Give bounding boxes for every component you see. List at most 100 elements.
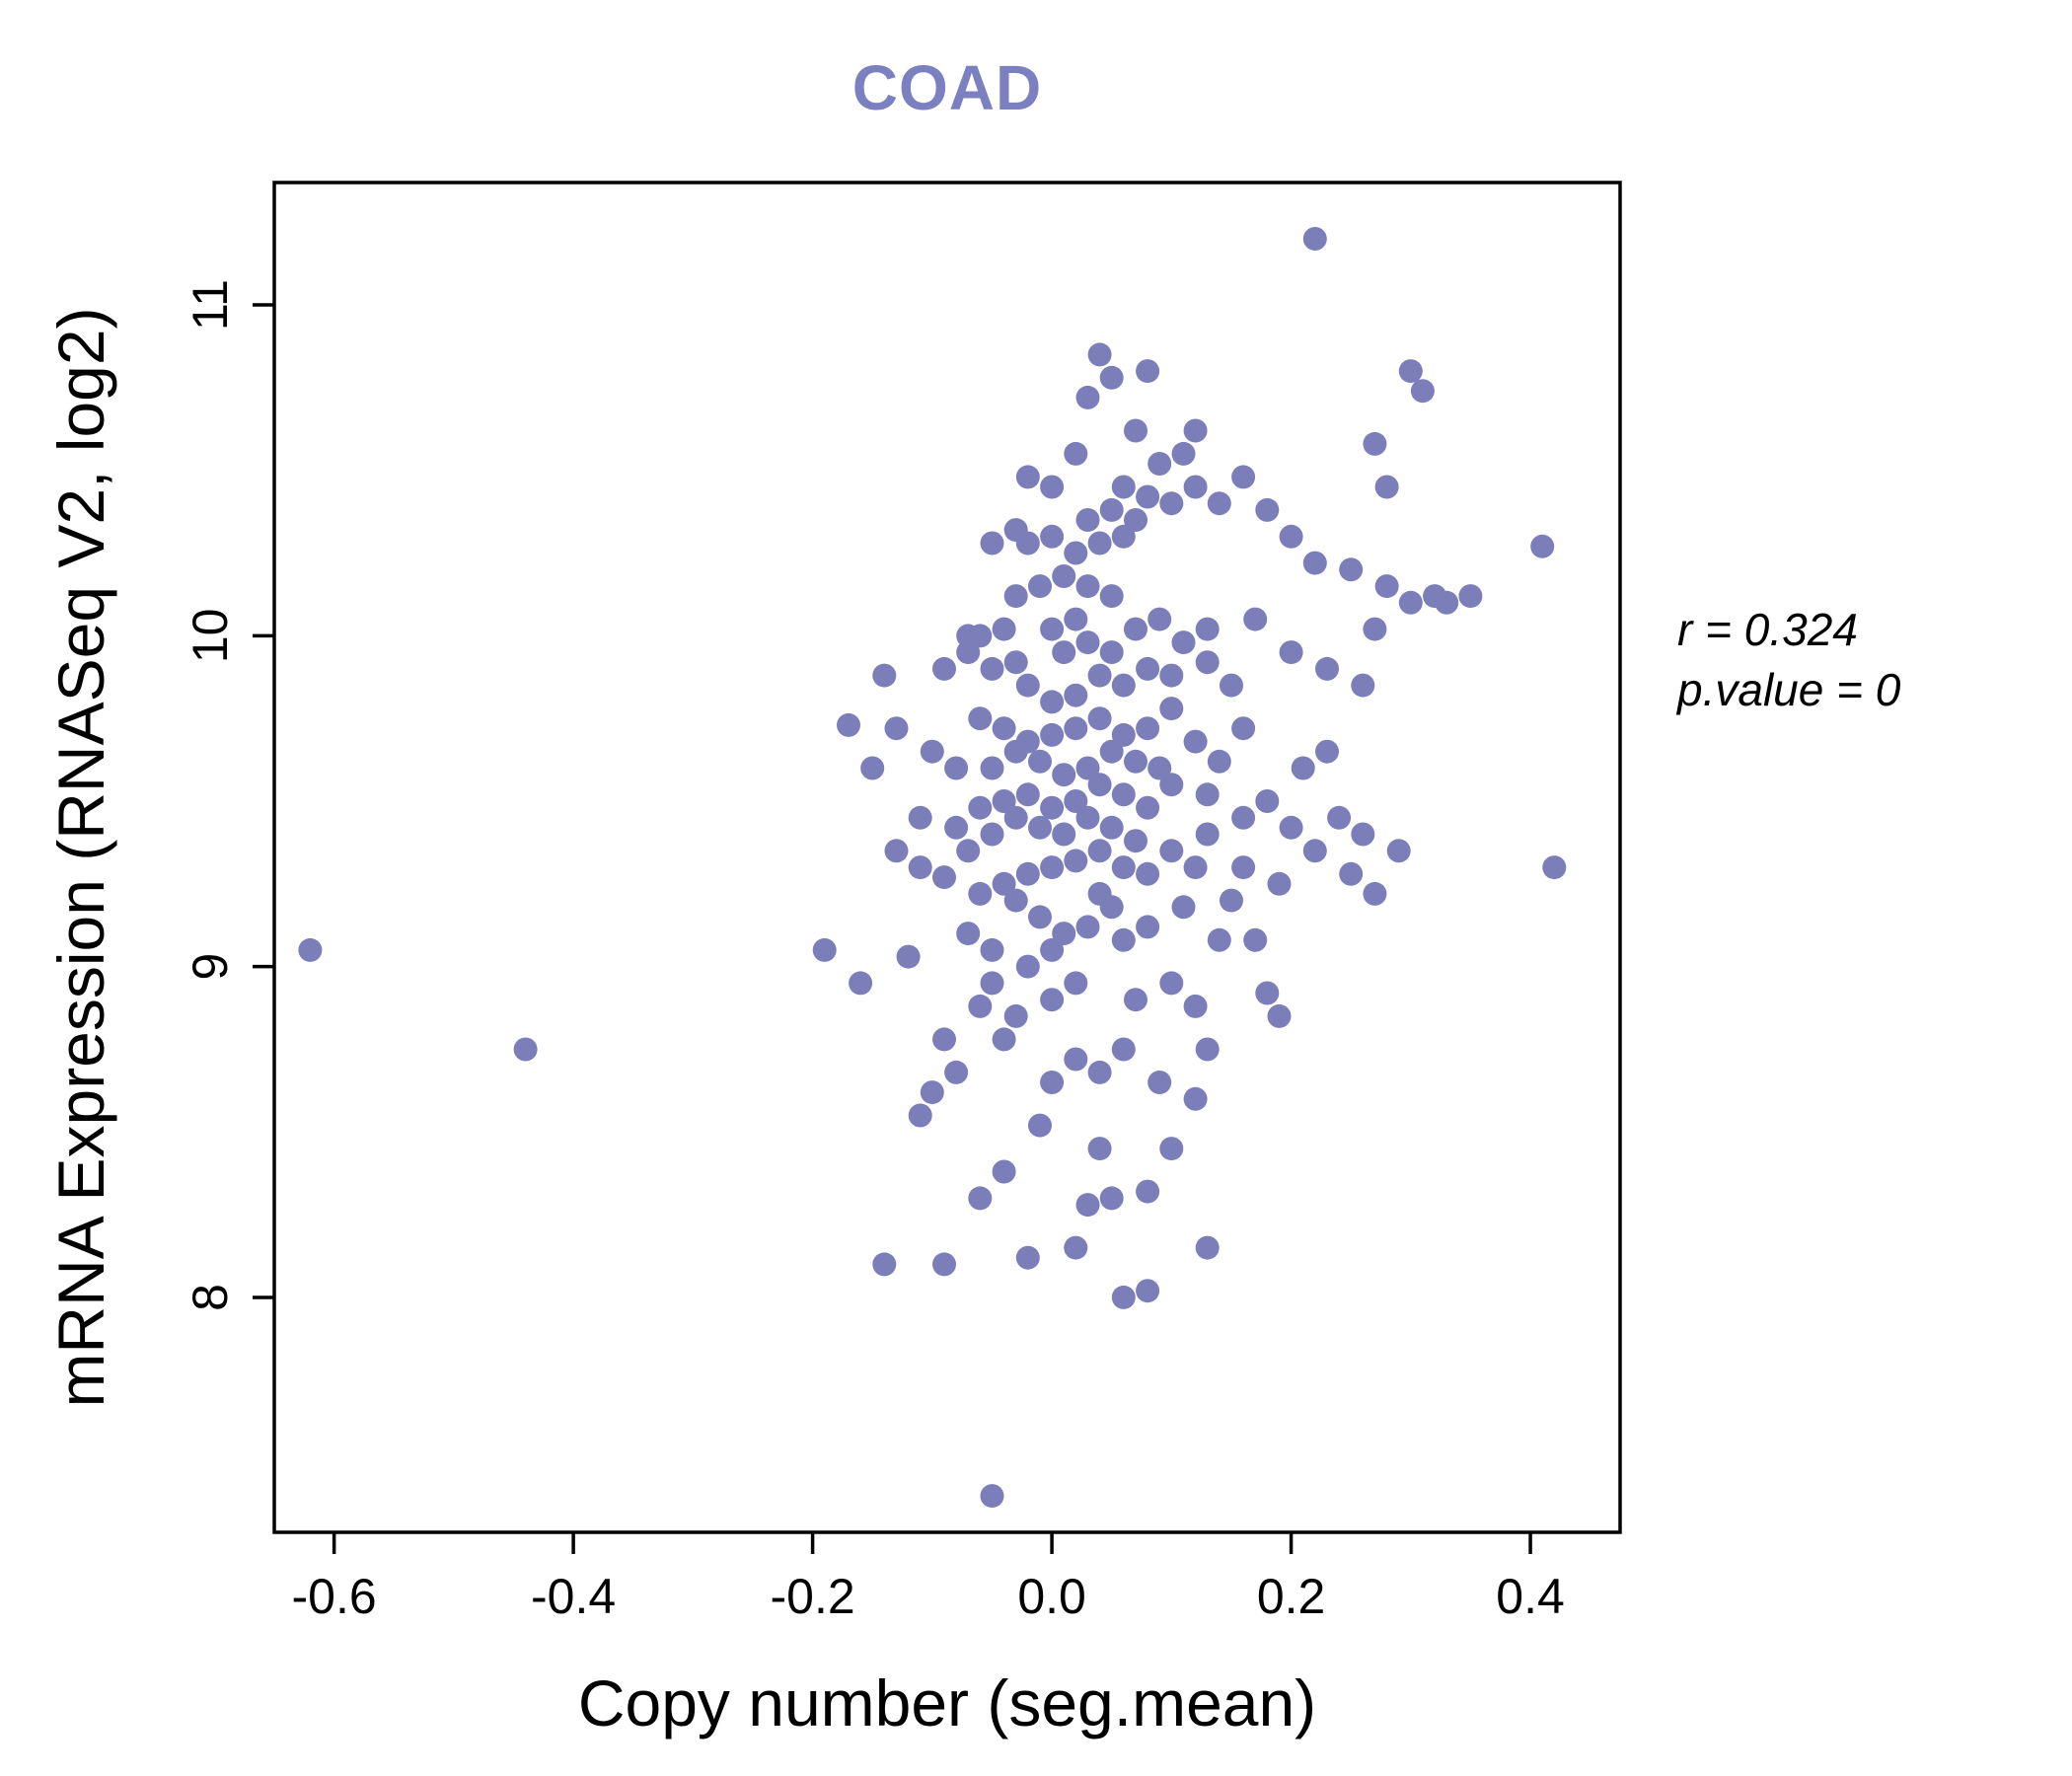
data-point <box>1003 584 1028 609</box>
data-point <box>1231 805 1256 830</box>
y-tick-label: 9 <box>183 953 238 981</box>
data-point <box>1003 518 1028 543</box>
data-point <box>1099 365 1124 390</box>
data-point <box>932 1027 956 1052</box>
data-point <box>1147 607 1172 631</box>
data-point <box>1075 385 1100 409</box>
y-axis-label: mRNA Expression (RNASeq V2, log2) <box>44 307 117 1408</box>
data-point <box>1052 564 1076 588</box>
data-point <box>298 937 323 962</box>
data-point <box>1243 607 1268 631</box>
data-point <box>1075 915 1100 939</box>
data-point <box>1351 822 1375 847</box>
data-point <box>1099 497 1124 522</box>
data-point <box>1040 855 1065 880</box>
data-point <box>1003 1003 1028 1028</box>
data-point <box>1136 716 1160 741</box>
x-tick-label: -0.6 <box>292 1569 377 1624</box>
data-point <box>908 805 932 830</box>
data-point <box>908 855 932 880</box>
x-tick-label: -0.4 <box>531 1569 616 1624</box>
data-point <box>1136 656 1160 681</box>
data-point <box>980 822 1004 847</box>
data-point <box>1003 888 1028 913</box>
data-point <box>968 795 993 820</box>
x-axis-label: Copy number (seg.mean) <box>577 1666 1317 1739</box>
data-point <box>1136 795 1160 820</box>
data-point <box>1064 789 1088 813</box>
data-point <box>1243 927 1268 952</box>
data-point <box>1099 739 1124 764</box>
data-point <box>980 937 1004 962</box>
data-point <box>932 1252 956 1277</box>
data-point <box>1124 508 1147 532</box>
data-point <box>1171 895 1196 920</box>
data-point <box>1015 954 1040 979</box>
data-point <box>837 712 860 737</box>
data-point <box>1087 1060 1112 1084</box>
data-point <box>992 617 1016 641</box>
x-tick-label: 0.2 <box>1257 1569 1326 1624</box>
data-point <box>1315 656 1339 681</box>
data-point <box>1363 431 1387 456</box>
data-point <box>1064 849 1088 873</box>
data-point <box>968 624 993 648</box>
data-point <box>1040 937 1065 962</box>
data-point <box>1099 815 1124 840</box>
data-point <box>1087 773 1112 797</box>
data-point <box>1075 630 1100 655</box>
data-point <box>884 716 909 741</box>
data-point <box>1015 673 1040 698</box>
data-point <box>1087 531 1112 555</box>
r-value-text: r = 0.324 <box>1677 604 1858 655</box>
data-point <box>1040 795 1065 820</box>
data-point <box>1195 650 1220 675</box>
data-point <box>1099 584 1124 609</box>
data-point <box>1530 534 1555 558</box>
x-tick-label: -0.2 <box>771 1569 855 1624</box>
data-point <box>1302 227 1327 251</box>
data-point <box>968 994 993 1018</box>
data-point <box>1124 829 1147 853</box>
data-point <box>1195 1037 1220 1062</box>
data-point <box>1052 922 1076 946</box>
data-point <box>1136 484 1160 509</box>
data-point <box>1374 574 1399 599</box>
y-tick-label: 8 <box>183 1284 238 1311</box>
data-point <box>1003 805 1028 830</box>
data-point <box>1255 497 1280 522</box>
data-point <box>980 531 1004 555</box>
data-point <box>1064 441 1088 466</box>
data-point <box>1040 988 1065 1012</box>
data-point <box>1374 475 1399 499</box>
data-point <box>1315 739 1339 764</box>
data-point <box>1015 729 1040 754</box>
data-point <box>1267 871 1292 896</box>
data-point <box>932 656 956 681</box>
data-point <box>944 756 969 780</box>
data-point <box>1064 541 1088 565</box>
data-point <box>1124 749 1147 774</box>
data-point <box>1075 574 1100 599</box>
data-point <box>1386 839 1411 863</box>
data-point <box>1195 822 1220 847</box>
data-point <box>1410 379 1435 404</box>
data-point <box>1111 524 1136 549</box>
data-point <box>1111 722 1136 747</box>
data-point <box>1542 855 1567 880</box>
data-point <box>992 789 1016 813</box>
data-point <box>1267 1003 1292 1028</box>
data-point <box>1183 418 1208 443</box>
data-point <box>1195 782 1220 807</box>
data-point <box>968 1186 993 1211</box>
data-point <box>1279 640 1303 665</box>
data-point <box>896 944 921 969</box>
correlation-annotation: r = 0.324 p.value = 0 <box>1677 600 1900 719</box>
data-point <box>884 839 909 863</box>
data-point <box>1064 971 1088 996</box>
data-point <box>1099 1186 1124 1211</box>
x-tick-label: 0.4 <box>1496 1569 1565 1624</box>
data-point <box>1136 1179 1160 1204</box>
data-point <box>1351 673 1375 698</box>
